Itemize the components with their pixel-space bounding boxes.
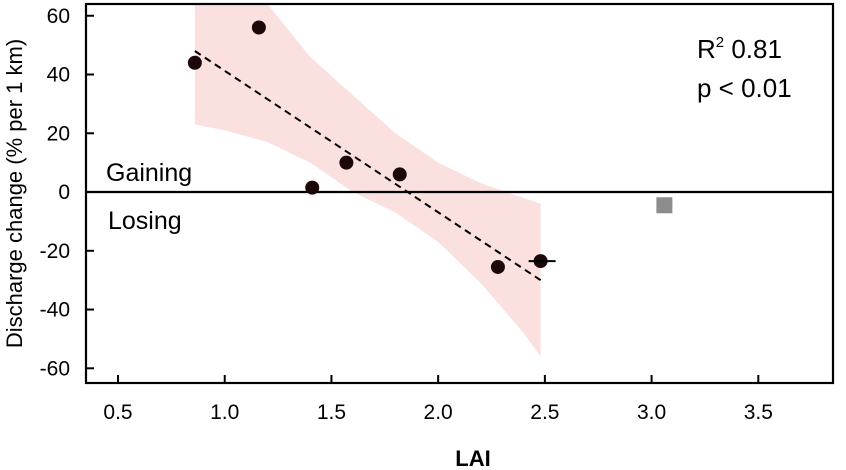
outlier-point: [656, 197, 673, 214]
y-tick-label: -20: [40, 240, 70, 263]
x-tick-label: 2.0: [424, 401, 453, 424]
x-axis-title: LAI: [455, 446, 490, 470]
data-point: [251, 20, 266, 35]
gaining-region-label: Gaining: [106, 159, 192, 187]
y-tick-label: 40: [47, 64, 70, 87]
r-squared-superscript: 2: [716, 34, 724, 51]
y-axis-title: Discharge change (% per 1 km): [2, 39, 27, 348]
data-point: [490, 259, 505, 274]
y-tick-label: 20: [47, 122, 70, 145]
x-tick-label: 1.5: [317, 401, 346, 424]
axis-ticks-layer: 0.5 1.0 1.5 2.0 2.5 3.0 3.5 60 40 20 0 -20 -40 -60: [40, 5, 773, 424]
losing-region-label: Losing: [108, 207, 182, 235]
data-point: [305, 180, 320, 195]
data-points-layer: [187, 20, 673, 274]
data-point: [187, 55, 202, 70]
x-tick-label: 1.0: [210, 401, 239, 424]
data-point: [339, 155, 354, 170]
plot-frame: [84, 2, 835, 385]
y-tick-label: 0: [58, 181, 70, 204]
y-tick-label: -60: [40, 357, 70, 380]
r-squared-annotation: R2 0.81: [697, 34, 782, 64]
x-tick-label: 3.5: [744, 401, 773, 424]
regression-fit-line: [194, 50, 542, 282]
confidence-band-layer: [194, 4, 541, 357]
y-tick-label: -40: [40, 299, 70, 322]
r-squared-label: R: [697, 34, 716, 64]
x-tick-label: 3.0: [637, 401, 666, 424]
y-tick-label: 60: [47, 5, 70, 28]
data-point: [392, 167, 407, 182]
x-tick-label: 2.5: [530, 401, 559, 424]
x-tick-label: 0.5: [103, 401, 132, 424]
p-value-annotation: p < 0.01: [697, 73, 792, 103]
r-squared-value: 0.81: [724, 34, 782, 64]
confidence-band: [194, 4, 541, 357]
